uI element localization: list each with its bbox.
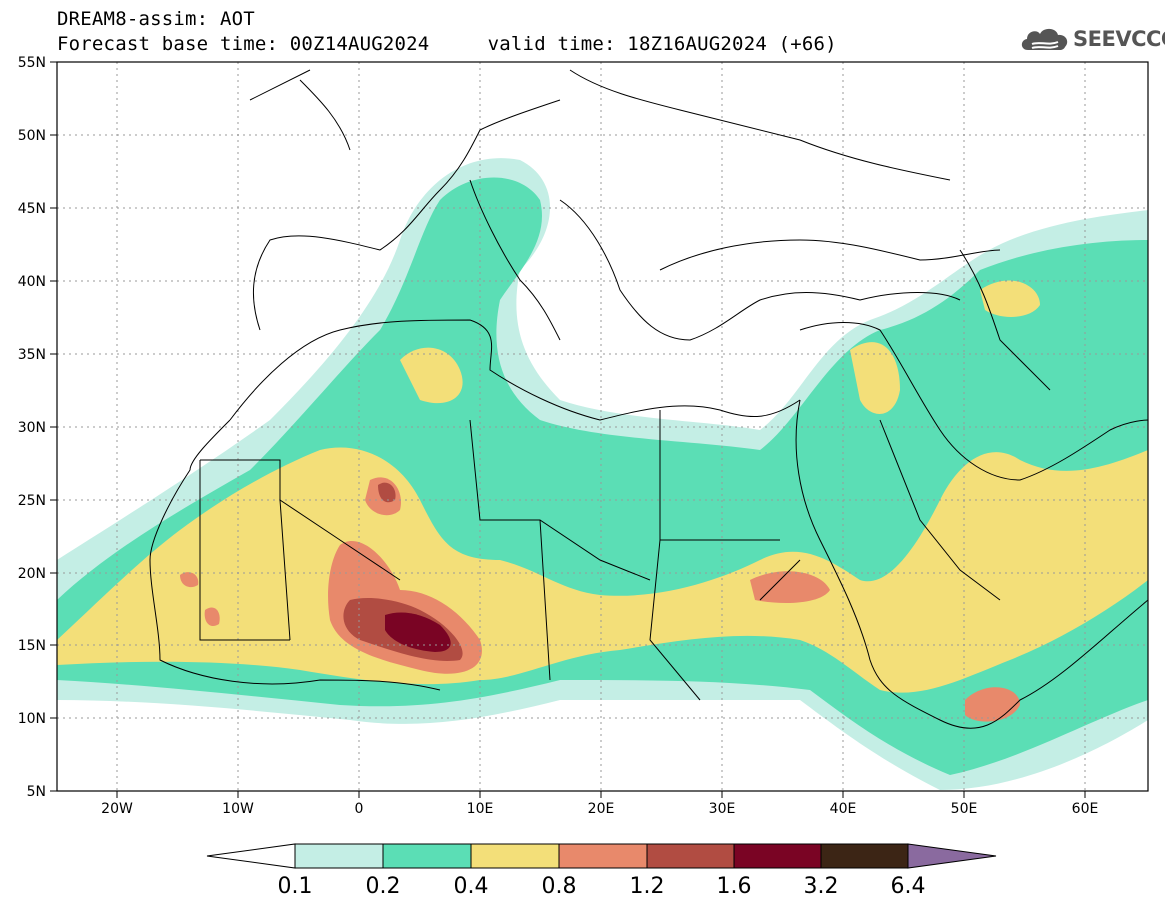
colorbar-labels: 0.1 0.2 0.4 0.8 1.2 1.6 3.2 6.4 bbox=[278, 874, 926, 899]
lon-label: 10E bbox=[467, 801, 494, 817]
colorbar-label: 0.2 bbox=[366, 874, 401, 899]
lon-label: 20E bbox=[588, 801, 615, 817]
colorbar-swatch bbox=[470, 843, 560, 869]
lon-label: 20W bbox=[101, 801, 133, 817]
colorbar bbox=[206, 843, 997, 869]
lat-label: 15N bbox=[18, 638, 46, 654]
colorbar-swatch bbox=[558, 843, 648, 869]
colorbar-label: 1.6 bbox=[717, 874, 752, 899]
seevccc-logo: SEEVCCC bbox=[1018, 22, 1165, 56]
lon-label: 60E bbox=[1072, 801, 1099, 817]
colorbar-label: 0.8 bbox=[542, 874, 577, 899]
lon-label: 30E bbox=[709, 801, 736, 817]
colorbar-swatch bbox=[820, 843, 909, 869]
aot-patch-1.2-a bbox=[378, 482, 396, 503]
aot-patch-0.8-b bbox=[750, 571, 830, 603]
colorbar-swatch bbox=[382, 843, 472, 869]
colorbar-swatch bbox=[294, 843, 384, 869]
colorbar-label: 0.4 bbox=[454, 874, 489, 899]
axis-ticks bbox=[50, 61, 1086, 798]
lat-label: 5N bbox=[27, 784, 46, 800]
colorbar-label: 6.4 bbox=[891, 874, 926, 899]
aot-patch-0.8-d bbox=[180, 572, 199, 588]
aot-contours bbox=[57, 158, 1148, 791]
lat-label: 30N bbox=[18, 420, 46, 436]
lat-label: 50N bbox=[18, 128, 46, 144]
colorbar-label: 3.2 bbox=[804, 874, 839, 899]
lon-label: 10W bbox=[222, 801, 254, 817]
coastlines bbox=[149, 69, 1148, 729]
lat-label: 20N bbox=[18, 566, 46, 582]
colorbar-swatch bbox=[646, 843, 735, 869]
aot-patch-0.4-caspian bbox=[980, 280, 1040, 317]
lat-label: 40N bbox=[18, 274, 46, 290]
aot-band-0.4 bbox=[57, 447, 1148, 693]
lat-label: 35N bbox=[18, 347, 46, 363]
lat-label: 45N bbox=[18, 201, 46, 217]
cloud-icon bbox=[1021, 28, 1068, 50]
lat-label: 10N bbox=[18, 711, 46, 727]
lat-labels: 5N 10N 15N 20N 25N 30N 35N 40N 45N 50N 5… bbox=[18, 55, 46, 800]
title-line2: Forecast base time: 00Z14AUG2024 valid t… bbox=[57, 33, 837, 55]
aot-patch-0.8-e bbox=[204, 607, 220, 627]
lon-label: 40E bbox=[830, 801, 857, 817]
gridlines bbox=[57, 62, 1148, 791]
lat-label: 55N bbox=[18, 55, 46, 71]
aot-patch-0.4-arabia bbox=[850, 342, 900, 414]
lon-labels: 20W 10W 0 10E 20E 30E 40E 50E 60E bbox=[101, 801, 1098, 817]
colorbar-swatch bbox=[733, 843, 822, 869]
aot-patch-0.4-north bbox=[400, 347, 463, 404]
lon-label: 0 bbox=[355, 801, 364, 817]
logo-text: SEEVCCC bbox=[1073, 27, 1165, 51]
lat-label: 25N bbox=[18, 493, 46, 509]
colorbar-label: 0.1 bbox=[278, 874, 313, 899]
lon-label: 50E bbox=[951, 801, 978, 817]
colorbar-swatch-over bbox=[907, 843, 997, 869]
title-line1: DREAM8-assim: AOT bbox=[57, 8, 255, 30]
colorbar-swatch-under bbox=[206, 843, 296, 869]
colorbar-label: 1.2 bbox=[630, 874, 665, 899]
aot-band-1.6 bbox=[385, 612, 451, 652]
